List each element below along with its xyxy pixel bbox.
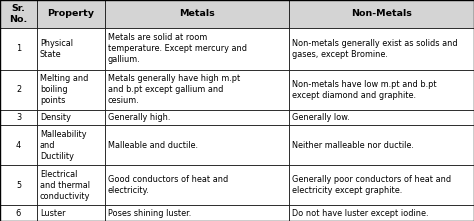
Bar <box>289 125 474 165</box>
Text: Metals are solid at room
temperature. Except mercury and
gallium.: Metals are solid at room temperature. Ex… <box>108 33 247 64</box>
Bar <box>105 0 289 28</box>
Bar <box>37 165 105 205</box>
Bar <box>37 28 105 70</box>
Text: 6: 6 <box>16 209 21 218</box>
Bar <box>0 205 37 221</box>
Bar <box>0 28 37 70</box>
Bar <box>289 110 474 125</box>
Text: Density: Density <box>40 113 71 122</box>
Text: Non-metals generally exist as solids and
gases, except Bromine.: Non-metals generally exist as solids and… <box>292 39 457 59</box>
Bar <box>37 125 105 165</box>
Bar <box>0 0 37 28</box>
Text: 4: 4 <box>16 141 21 150</box>
Text: 2: 2 <box>16 85 21 94</box>
Bar <box>0 165 37 205</box>
Bar <box>105 205 289 221</box>
Text: Generally low.: Generally low. <box>292 113 350 122</box>
Text: Generally high.: Generally high. <box>108 113 170 122</box>
Bar <box>37 205 105 221</box>
Text: Poses shining luster.: Poses shining luster. <box>108 209 191 218</box>
Bar <box>105 28 289 70</box>
Text: Luster: Luster <box>40 209 65 218</box>
Bar <box>105 110 289 125</box>
Bar <box>289 165 474 205</box>
Text: Generally poor conductors of heat and
electricity except graphite.: Generally poor conductors of heat and el… <box>292 175 451 195</box>
Bar <box>0 70 37 110</box>
Text: Good conductors of heat and
electricity.: Good conductors of heat and electricity. <box>108 175 228 195</box>
Bar <box>289 205 474 221</box>
Bar <box>0 110 37 125</box>
Bar <box>289 0 474 28</box>
Text: Property: Property <box>47 10 94 18</box>
Text: Non-metals have low m.pt and b.pt
except diamond and graphite.: Non-metals have low m.pt and b.pt except… <box>292 80 437 100</box>
Bar <box>289 70 474 110</box>
Text: Melting and
boiling
points: Melting and boiling points <box>40 74 88 105</box>
Text: Do not have luster except iodine.: Do not have luster except iodine. <box>292 209 428 218</box>
Bar <box>105 70 289 110</box>
Bar <box>289 28 474 70</box>
Bar <box>105 125 289 165</box>
Bar <box>105 165 289 205</box>
Text: Neither malleable nor ductile.: Neither malleable nor ductile. <box>292 141 414 150</box>
Bar <box>37 110 105 125</box>
Text: Physical
State: Physical State <box>40 39 73 59</box>
Text: Malleability
and
Ductility: Malleability and Ductility <box>40 130 86 161</box>
Text: Electrical
and thermal
conductivity: Electrical and thermal conductivity <box>40 170 91 201</box>
Bar <box>37 0 105 28</box>
Text: Malleable and ductile.: Malleable and ductile. <box>108 141 198 150</box>
Bar <box>37 70 105 110</box>
Text: Non-Metals: Non-Metals <box>351 10 412 18</box>
Text: 5: 5 <box>16 181 21 190</box>
Text: Sr.
No.: Sr. No. <box>9 4 27 24</box>
Bar <box>0 125 37 165</box>
Text: Metals generally have high m.pt
and b.pt except gallium and
cesium.: Metals generally have high m.pt and b.pt… <box>108 74 240 105</box>
Text: 1: 1 <box>16 44 21 53</box>
Text: 3: 3 <box>16 113 21 122</box>
Text: Metals: Metals <box>179 10 215 18</box>
